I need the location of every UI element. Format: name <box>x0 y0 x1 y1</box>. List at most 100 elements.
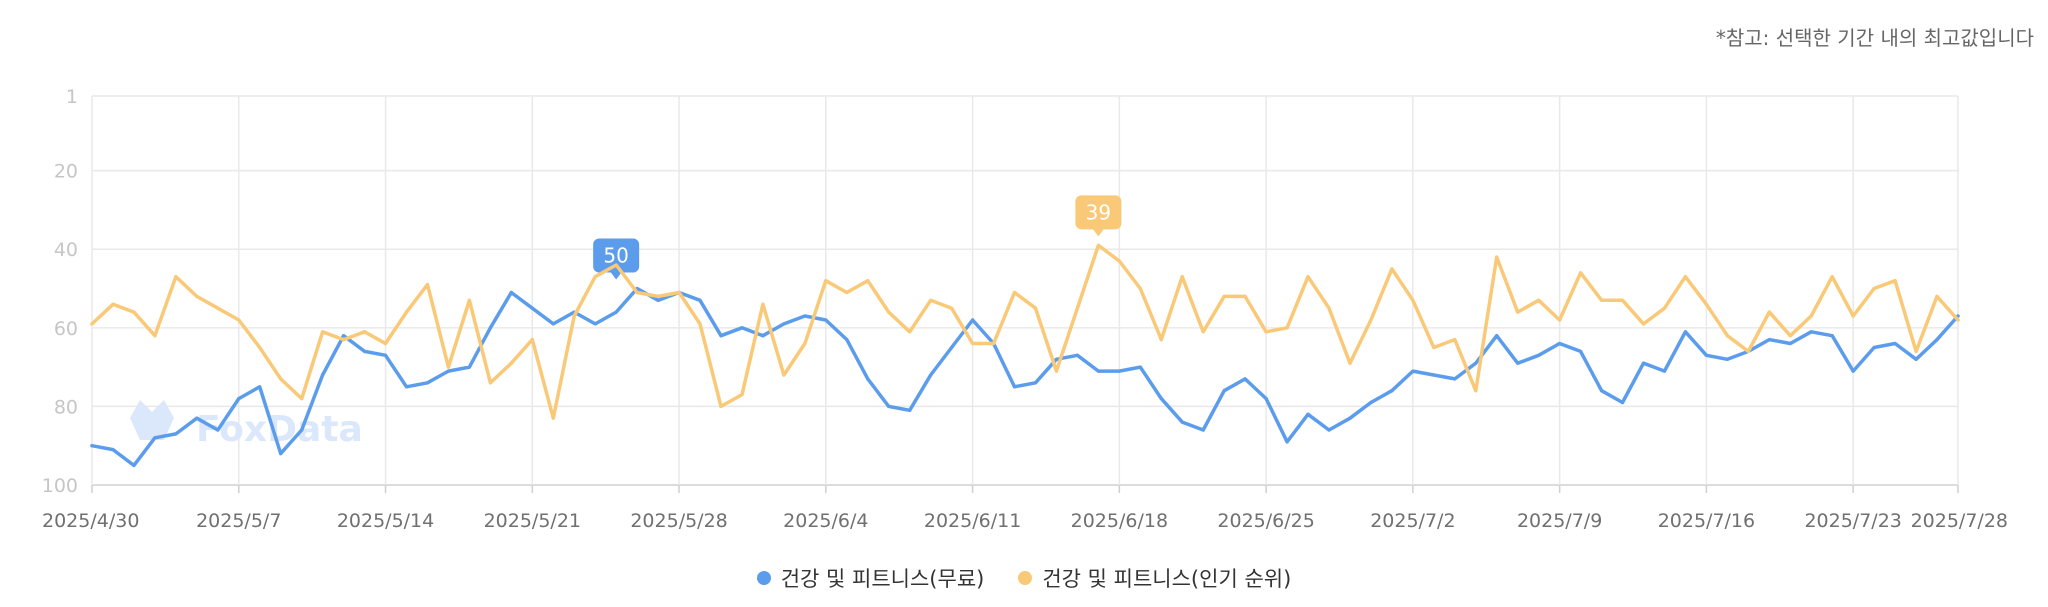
series-1 <box>90 243 1960 420</box>
data-point <box>1012 385 1017 389</box>
data-point <box>740 326 744 330</box>
data-point <box>719 404 723 408</box>
data-point <box>614 263 618 267</box>
data-point <box>383 341 388 346</box>
data-point <box>572 314 576 318</box>
data-point <box>1620 298 1625 302</box>
data-point <box>1243 377 1247 381</box>
data-point <box>1033 306 1038 310</box>
data-point <box>1914 349 1918 353</box>
data-point <box>740 393 744 397</box>
data-point <box>1767 338 1771 342</box>
data-point <box>174 432 178 436</box>
series-0 <box>90 286 1960 468</box>
data-point <box>1662 369 1667 373</box>
x-tick-label: 2025/7/23 <box>1804 510 1901 532</box>
data-point <box>1264 330 1268 334</box>
data-point <box>803 341 807 346</box>
data-point <box>1348 416 1352 420</box>
data-point <box>467 365 471 369</box>
data-point <box>1432 373 1436 377</box>
data-point <box>446 365 450 369</box>
data-point <box>845 290 849 295</box>
data-point <box>782 373 786 377</box>
data-point <box>1872 345 1876 350</box>
data-point <box>111 448 115 452</box>
x-tick-label: 2025/6/18 <box>1071 510 1168 532</box>
data-point <box>1411 369 1415 373</box>
data-point <box>530 338 534 342</box>
data-point <box>258 345 262 350</box>
tooltip-box <box>1075 195 1122 230</box>
data-point <box>1579 271 1583 275</box>
data-point <box>1222 294 1226 298</box>
data-point <box>551 416 555 420</box>
data-point <box>1306 412 1310 416</box>
data-point <box>908 330 912 334</box>
data-point <box>446 369 450 373</box>
data-point <box>1788 341 1792 346</box>
data-point <box>90 444 94 448</box>
x-tick-label: 2025/5/14 <box>337 510 434 532</box>
data-point <box>1075 306 1079 310</box>
data-point <box>467 298 471 302</box>
legend-item-free[interactable]: 건강 및 피트니스(무료) <box>756 563 984 593</box>
data-point <box>1474 389 1478 393</box>
data-point <box>866 279 870 283</box>
data-point <box>1641 361 1646 365</box>
data-point <box>887 404 891 408</box>
data-point <box>258 385 262 389</box>
data-point <box>1264 397 1268 401</box>
y-tick-label: 40 <box>54 239 78 261</box>
x-tick-label: 2025/6/11 <box>924 510 1021 532</box>
peak-tooltip-1: 39 <box>1075 195 1122 237</box>
data-point <box>1138 365 1142 369</box>
tooltip-pointer <box>610 271 623 280</box>
data-point <box>90 322 94 326</box>
data-point <box>698 298 702 302</box>
data-point <box>1767 310 1771 314</box>
data-point <box>1327 306 1331 310</box>
data-point <box>1851 369 1855 373</box>
data-point <box>971 341 975 346</box>
data-point <box>1830 275 1834 279</box>
legend: 건강 및 피트니스(무료) 건강 및 피트니스(인기 순위) <box>0 563 2048 593</box>
legend-marker-free <box>756 571 771 585</box>
data-point <box>132 463 136 467</box>
data-point <box>509 361 513 365</box>
data-point <box>1096 243 1100 247</box>
data-point <box>1075 353 1079 357</box>
data-point <box>635 290 639 295</box>
data-point <box>300 397 304 401</box>
data-point <box>1662 306 1667 310</box>
data-point <box>1327 428 1331 432</box>
data-point <box>929 298 933 302</box>
data-point <box>1956 318 1960 322</box>
watermark-text: FoxData <box>196 409 363 450</box>
data-point <box>1495 255 1499 259</box>
data-point <box>216 306 220 310</box>
data-point <box>1809 330 1813 334</box>
data-point <box>1935 338 1939 342</box>
data-point <box>363 330 367 334</box>
data-point <box>174 275 178 279</box>
data-point <box>593 322 597 326</box>
watermark: FoxData <box>130 400 363 450</box>
data-point <box>216 428 220 432</box>
data-point <box>1369 400 1373 405</box>
data-point <box>1746 349 1750 353</box>
data-point <box>1704 353 1708 357</box>
data-point <box>1348 361 1352 365</box>
x-tick-label: 2025/5/28 <box>630 510 727 532</box>
series-line-1 <box>90 243 1960 420</box>
data-point <box>1012 290 1017 295</box>
data-point <box>1201 330 1205 334</box>
data-point <box>153 334 157 338</box>
data-point <box>824 279 828 283</box>
data-point <box>698 322 702 326</box>
x-tick-label: 2025/6/25 <box>1217 510 1314 532</box>
legend-item-popular[interactable]: 건강 및 피트니스(인기 순위) <box>1018 563 1291 593</box>
legend-label-popular: 건강 및 피트니스(인기 순위) <box>1042 567 1292 591</box>
data-point <box>551 322 555 326</box>
data-point <box>1390 267 1394 271</box>
